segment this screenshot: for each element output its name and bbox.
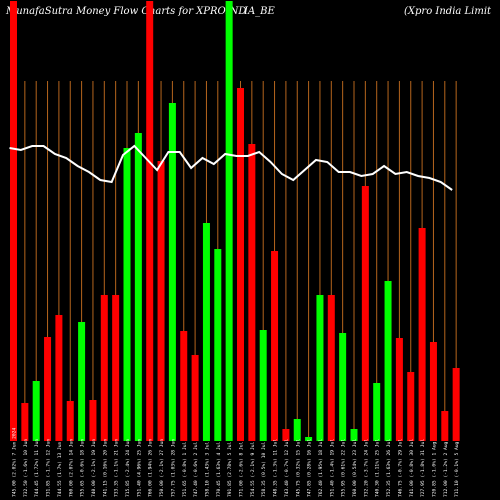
money-flow-bar <box>259 330 267 441</box>
money-flow-bar <box>339 333 347 441</box>
money-flow-bar <box>305 437 313 441</box>
bar-label: 711.10 (-0.1%) 5 Aug <box>454 441 460 497</box>
bar-label: 712.00 (-1.2%) 2 Aug <box>443 441 449 497</box>
money-flow-bar <box>350 429 358 441</box>
bar-label: 715.85 (-2.4%) 24 Jun <box>125 439 131 497</box>
bar-label: 766.00 (1.94%) 26 Jun <box>148 439 154 497</box>
bar-label: 791.85 (2.78%) 5 Jul <box>227 441 233 497</box>
bar-label: 732.50 (-1.6%) 10 Jun <box>23 439 29 497</box>
money-flow-bar <box>191 355 199 441</box>
money-flow-bar <box>202 223 210 441</box>
bar-label: 750.00 (-2.1%) 27 Jun <box>159 439 165 497</box>
bar-label: 747.40 (-0.6%) 2 Jul <box>193 441 199 497</box>
money-flow-bar <box>55 315 63 441</box>
money-flow-bar <box>100 295 108 441</box>
money-flow-bar <box>373 383 381 441</box>
bar-label: 732.20 (-3.7%) 24 Jul <box>363 439 369 497</box>
bar-label: 733.35 (-1.1%) 21 Jun <box>114 439 120 497</box>
money-flow-bar <box>168 103 176 441</box>
bar-label: 744.45 (1.72%) 11 Jun <box>34 439 40 497</box>
money-flow-bar <box>441 411 449 441</box>
money-flow-bar <box>271 251 279 441</box>
bar-label: 740.30 (1.11%) 25 Jul <box>375 439 381 497</box>
money-flow-bar <box>32 381 40 441</box>
money-flow-bar <box>78 322 86 441</box>
money-flow-bar <box>89 400 97 441</box>
money-flow-bar <box>452 368 460 441</box>
bar-label: 720.85 (-1.0%) 1 Aug <box>431 441 437 497</box>
bar-label: 747.85 (0.28%) 16 Jul <box>307 439 313 497</box>
bar-label: 731.85 (-1.7%) 12 Jun <box>46 439 52 497</box>
bar-label: 760.00 (2.07%) 14 Jun <box>68 439 74 497</box>
bar-label: 751.40 (4.96%) 25 Jun <box>136 439 142 497</box>
money-flow-bar <box>293 419 301 441</box>
bar-label: 746.75 (-0.7%) 29 Jul <box>397 439 403 497</box>
bar-label: 745.00 (2.02%) 7 Jun 2024 <box>12 428 18 497</box>
money-flow-bar <box>157 161 165 441</box>
money-flow-bar <box>21 403 29 441</box>
bar-label: 727.95 (-1.8%) 31 Jul <box>420 439 426 497</box>
chart-title-middle: IA_BE <box>244 6 275 17</box>
chart-title-left: MunafaSutra Money Flow Charts for XPROIN… <box>6 6 247 17</box>
money-flow-bar <box>327 295 335 441</box>
money-flow-bar <box>384 281 392 441</box>
bar-label: 757.75 (1.03%) 28 Jun <box>170 439 176 497</box>
money-flow-bar <box>146 1 154 441</box>
bar-label: 762.40 (1.95%) 18 Jul <box>318 439 324 497</box>
bar-label: 771.00 (-2.6%) 8 Jul <box>239 441 245 497</box>
money-flow-bar <box>418 228 426 441</box>
bar-label: 770.45 (1.63%) 4 Jul <box>216 441 222 497</box>
money-flow-bar <box>225 1 233 441</box>
money-flow-bar <box>237 88 244 441</box>
bar-label: 741.00 (-0.8%) 30 Jul <box>409 439 415 497</box>
bar-label: 741.15 (0.16%) 20 Jun <box>102 439 108 497</box>
bar-label: 758.35 (0.5%) 10 Jul <box>261 441 267 497</box>
bar-label: 754.55 (-2.1%) 9 Jul <box>250 441 256 497</box>
money-flow-bar <box>123 148 131 441</box>
price-line <box>9 144 453 191</box>
money-flow-bar <box>112 295 120 441</box>
money-flow-bar <box>180 331 188 441</box>
bar-label: 755.95 (0.61%) 22 Jul <box>341 439 347 497</box>
money-flow-bar <box>407 372 415 441</box>
bar-label: 745.75 (0.32%) 15 Jul <box>295 439 301 497</box>
money-flow-bar <box>282 429 290 441</box>
money-flow-bar <box>316 295 324 441</box>
bar-label: 751.65 (-0.8%) 1 Jul <box>182 441 188 497</box>
bar-label: 755.65 (-0.6%) 18 Jun <box>80 439 86 497</box>
money-flow-bar <box>361 186 369 441</box>
chart-title-right: (Xpro India Limit <box>404 6 492 17</box>
money-flow-bar <box>10 1 17 441</box>
money-flow-bar <box>66 401 74 441</box>
money-flow-bar <box>44 337 52 441</box>
bar-label: 751.40 (-1.4%) 19 Jul <box>329 439 335 497</box>
money-flow-bar <box>248 144 256 441</box>
money-flow-bar <box>134 133 142 441</box>
money-flow-bar <box>214 249 222 441</box>
bar-label: 760.00 (0.54%) 23 Jul <box>352 439 358 497</box>
bar-label: 740.00 (-2.1%) 19 Jun <box>91 439 97 497</box>
money-flow-bar <box>429 342 437 441</box>
bar-label: 743.40 (-0.7%) 12 Jul <box>284 439 290 497</box>
bar-label: 758.10 (1.43%) 3 Jul <box>204 441 210 497</box>
money-flow-bar <box>395 338 403 441</box>
bar-label: 744.55 (1.7%) 13 Jun <box>57 441 63 497</box>
bar-label: 748.35 (-1.3%) 11 Jul <box>273 439 279 497</box>
bar-label: 752.35 (1.63%) 26 Jul <box>386 439 392 497</box>
